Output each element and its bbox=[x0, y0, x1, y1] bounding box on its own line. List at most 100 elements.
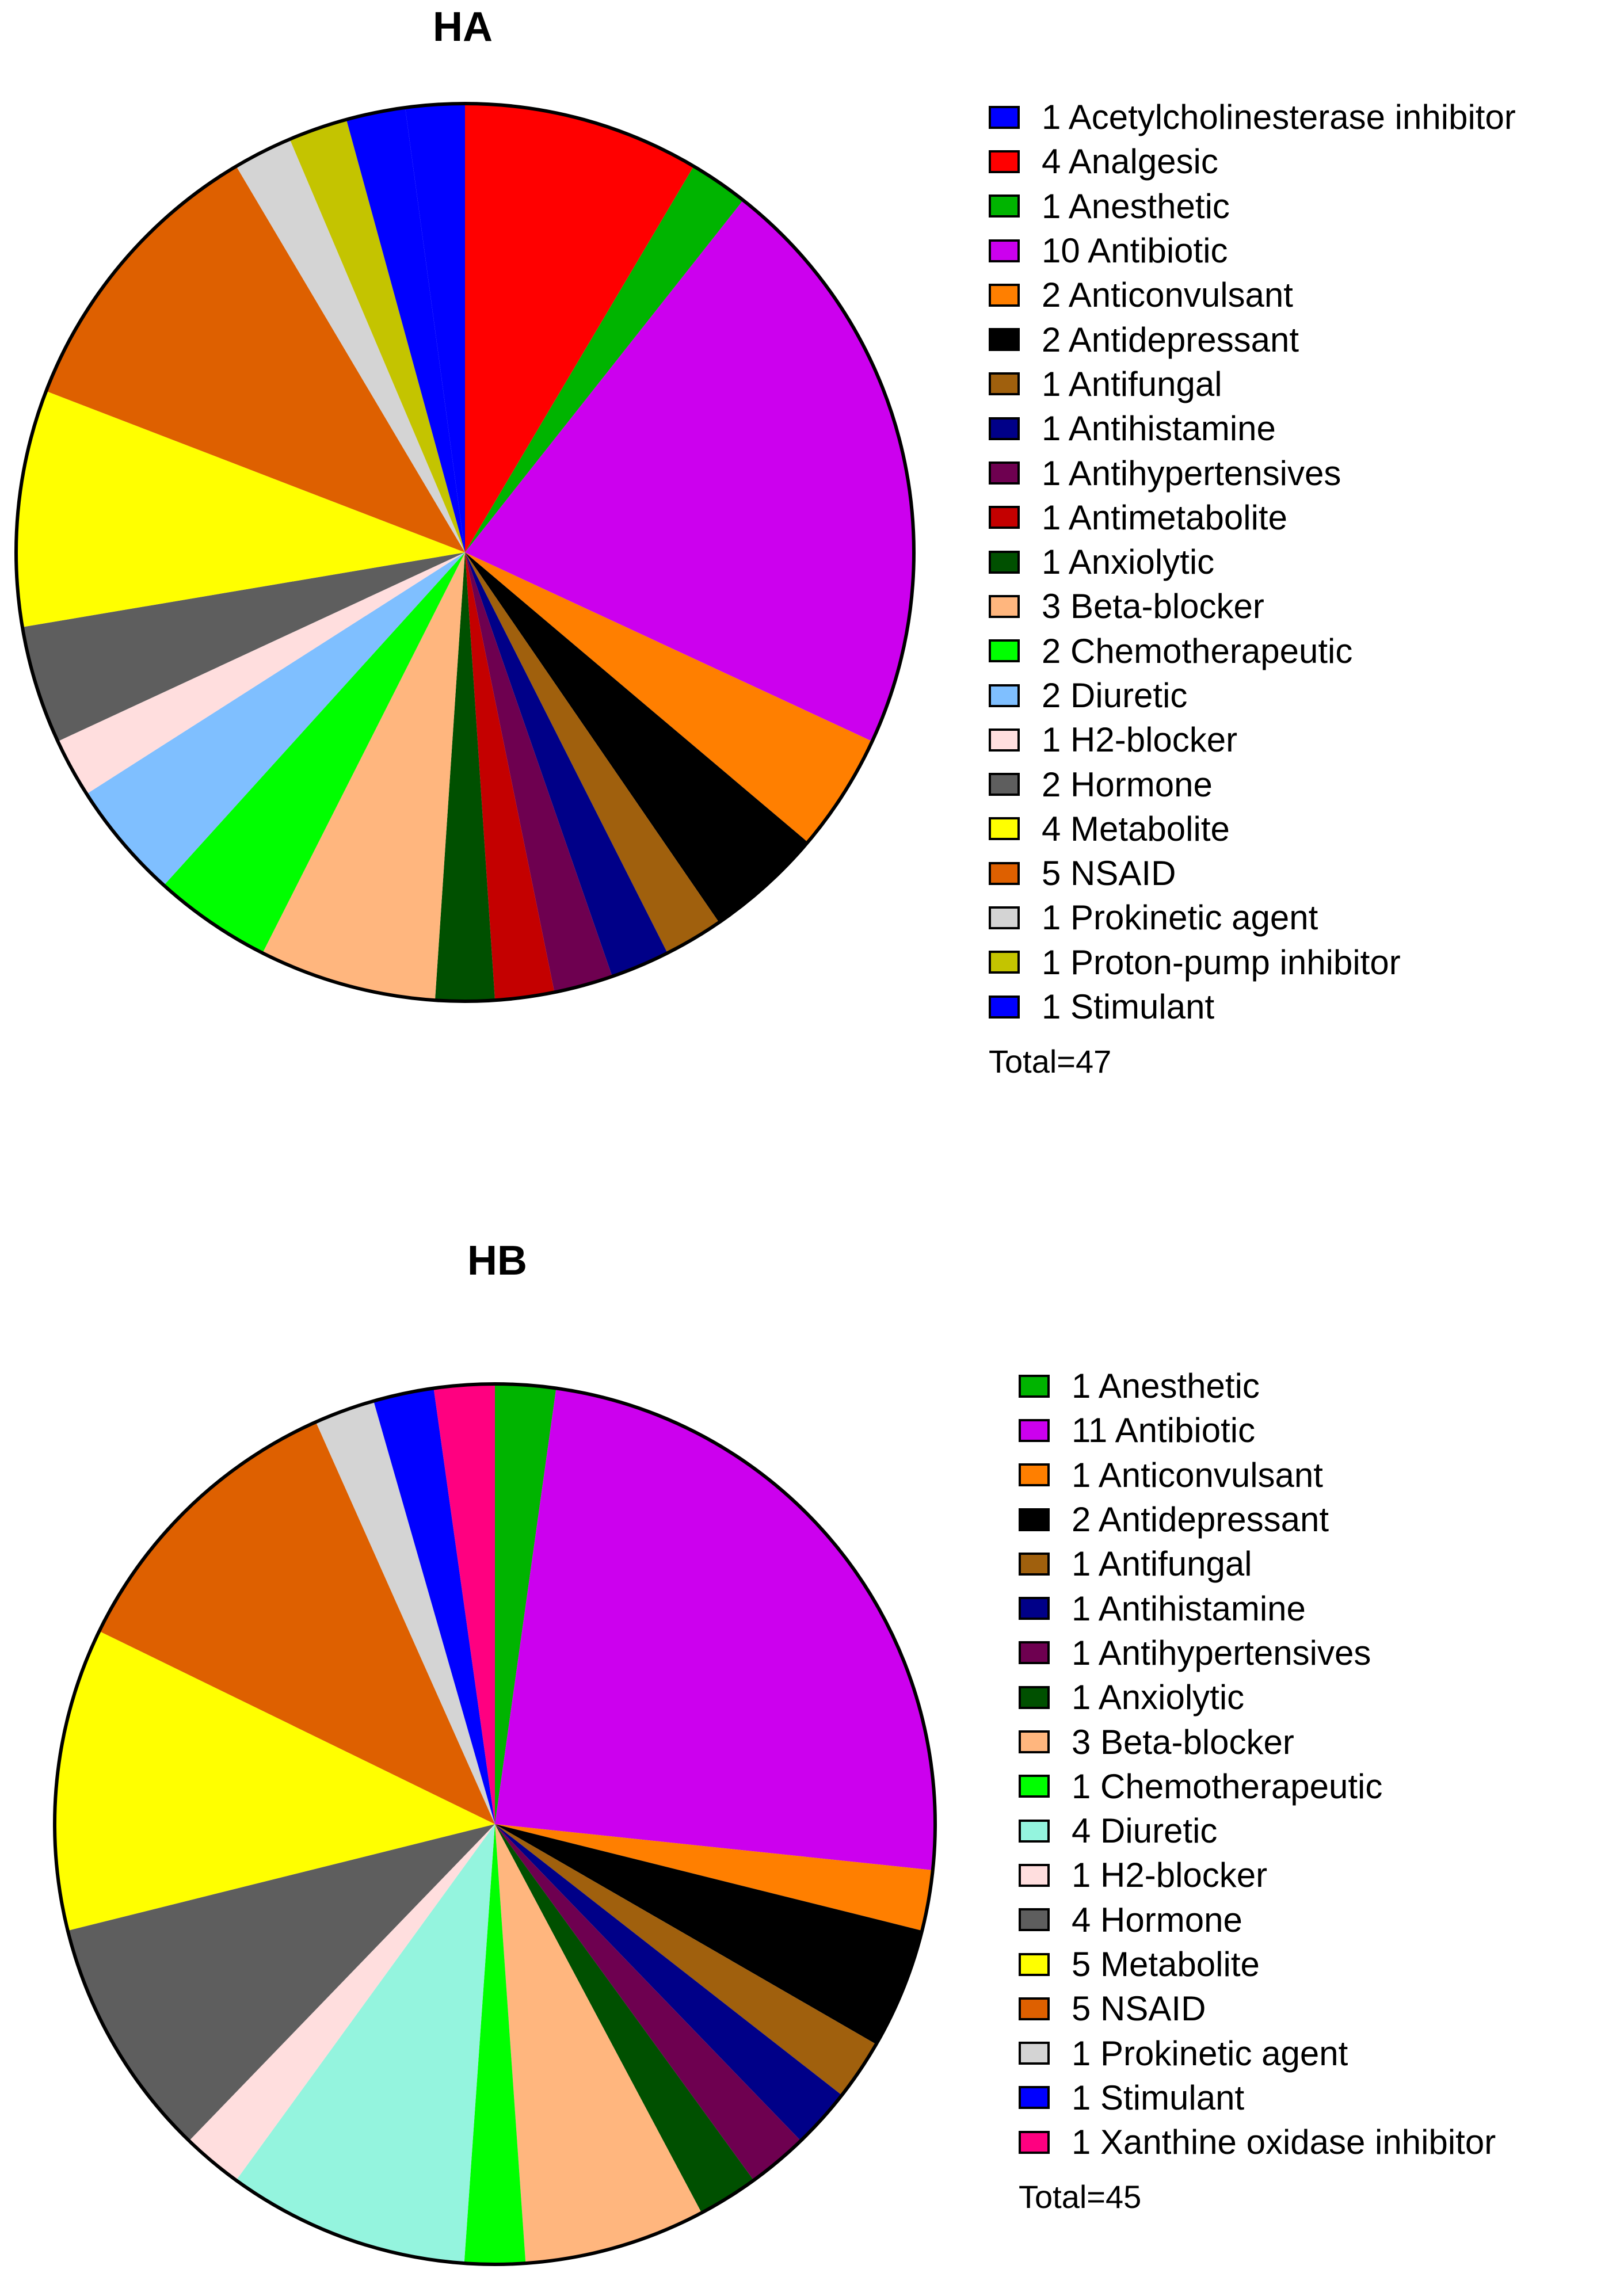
pie-slice-ha-1-acetylcholinesterase-inhibitor bbox=[346, 107, 465, 552]
legend-item-hb-1-antihypertensives: 1 Antihypertensives bbox=[1019, 1631, 1496, 1675]
pie-slice-ha-4-metabolite bbox=[16, 391, 466, 627]
legend-label: 2 Hormone bbox=[1042, 765, 1213, 804]
total-label-hb: Total=45 bbox=[1019, 2179, 1142, 2215]
pie-slice-ha-4-analgesic bbox=[464, 104, 694, 552]
pie-slice-ha-1-h2-blocker bbox=[58, 552, 465, 794]
pie-slice-ha-10-antibiotic bbox=[465, 200, 914, 742]
legend-label: 1 Xanthine oxidase inhibitor bbox=[1072, 2123, 1496, 2162]
legend-swatch bbox=[1019, 1463, 1050, 1487]
legend-label: 1 Stimulant bbox=[1072, 2078, 1245, 2117]
legend-item-ha-1-acetylcholinesterase-inhibitor: 1 Acetylcholinesterase inhibitor bbox=[989, 95, 1516, 139]
legend-label: 1 Stimulant bbox=[1042, 987, 1215, 1027]
legend-item-ha-5-nsaid: 5 NSAID bbox=[989, 851, 1516, 895]
pie-slice-hb-1-antihypertensives bbox=[495, 1824, 801, 2180]
pie-slice-hb-1-anticonvulsant bbox=[495, 1824, 933, 1931]
legend-swatch bbox=[989, 417, 1020, 440]
legend-label: 1 Antimetabolite bbox=[1042, 498, 1287, 537]
legend-label: 1 Anxiolytic bbox=[1072, 1678, 1245, 1717]
legend-item-hb-2-antidepressant: 2 Antidepressant bbox=[1019, 1497, 1496, 1542]
legend-swatch bbox=[989, 728, 1020, 752]
chart-panel-hb: HB 1 Anesthetic 11 Antibiotic 1 Anticonvul… bbox=[0, 1237, 1601, 2296]
legend-item-hb-4-diuretic: 4 Diuretic bbox=[1019, 1809, 1496, 1853]
pie-slice-hb-5-nsaid bbox=[99, 1422, 495, 1824]
legend-label: 3 Beta-blocker bbox=[1042, 587, 1264, 626]
legend-swatch bbox=[989, 684, 1020, 707]
legend-item-ha-3-beta-blocker: 3 Beta-blocker bbox=[989, 584, 1516, 628]
legend-label: 5 Metabolite bbox=[1072, 1945, 1260, 1984]
legend-swatch bbox=[989, 372, 1020, 396]
pie-slice-hb-1-prokinetic-agent bbox=[315, 1401, 495, 1824]
legend-label: 5 NSAID bbox=[1042, 854, 1176, 893]
legend-hb: 1 Anesthetic 11 Antibiotic 1 Anticonvulsan… bbox=[1019, 1364, 1496, 2215]
pie-slice-ha-1-antihypertensives bbox=[465, 552, 612, 993]
pie-slice-hb-1-h2-blocker bbox=[189, 1824, 495, 2180]
pie-slice-hb-1-stimulant bbox=[373, 1388, 495, 1824]
pie-slice-hb-11-antibiotic bbox=[495, 1388, 935, 1870]
legend-swatch bbox=[989, 239, 1020, 262]
pie-slice-ha-1-anxiolytic bbox=[434, 552, 495, 1002]
legend-swatch bbox=[989, 462, 1020, 485]
legend-item-hb-1-prokinetic-agent: 1 Prokinetic agent bbox=[1019, 2031, 1496, 2075]
legend-label: 10 Antibiotic bbox=[1042, 231, 1228, 270]
pie-slice-ha-2-chemotherapeutic bbox=[163, 552, 465, 954]
legend-label: 4 Metabolite bbox=[1042, 809, 1230, 848]
pie-slice-hb-5-metabolite bbox=[55, 1631, 495, 1931]
pie-outline-ha bbox=[14, 102, 916, 1003]
legend-swatch bbox=[989, 506, 1020, 529]
legend-label: 1 Acetylcholinesterase inhibitor bbox=[1042, 98, 1516, 137]
legend-label: 1 Antihypertensives bbox=[1072, 1633, 1371, 1672]
legend-ha: 1 Acetylcholinesterase inhibitor 4 Analge… bbox=[989, 95, 1516, 1080]
pie-slice-ha-1-antihistamine bbox=[465, 552, 668, 977]
legend-label: 1 Antifungal bbox=[1042, 364, 1222, 403]
legend-item-ha-1-antifungal: 1 Antifungal bbox=[989, 362, 1516, 406]
legend-item-hb-1-xanthine-oxidase-inhibitor: 1 Xanthine oxidase inhibitor bbox=[1019, 2120, 1496, 2164]
legend-label: 1 H2-blocker bbox=[1072, 1856, 1268, 1895]
pie-slice-ha-1-proton-pump-inhibitor bbox=[289, 119, 465, 552]
legend-item-hb-1-chemotherapeutic: 1 Chemotherapeutic bbox=[1019, 1764, 1496, 1809]
legend-item-hb-3-beta-blocker: 3 Beta-blocker bbox=[1019, 1719, 1496, 1764]
legend-swatch bbox=[1019, 1552, 1050, 1576]
legend-item-ha-1-antihistamine: 1 Antihistamine bbox=[989, 406, 1516, 451]
total-label-ha: Total=47 bbox=[989, 1043, 1112, 1080]
pie-slice-hb-1-xanthine-oxidase-inhibitor bbox=[433, 1384, 495, 1824]
legend-item-ha-10-antibiotic: 10 Antibiotic bbox=[989, 228, 1516, 273]
legend-item-ha-1-proton-pump-inhibitor: 1 Proton-pump inhibitor bbox=[989, 940, 1516, 985]
legend-swatch bbox=[1019, 1730, 1050, 1754]
legend-item-ha-1-antihypertensives: 1 Antihypertensives bbox=[989, 451, 1516, 495]
legend-label: 4 Hormone bbox=[1072, 1900, 1242, 1939]
legend-swatch bbox=[1019, 1952, 1050, 1976]
legend-item-hb-1-anticonvulsant: 1 Anticonvulsant bbox=[1019, 1453, 1496, 1497]
legend-swatch bbox=[989, 861, 1020, 885]
legend-item-hb-1-antifungal: 1 Antifungal bbox=[1019, 1542, 1496, 1586]
pie-slice-ha-3-beta-blocker bbox=[262, 552, 465, 1001]
legend-label: 2 Anticonvulsant bbox=[1042, 276, 1293, 315]
legend-swatch bbox=[1019, 1374, 1050, 1398]
pie-slice-ha-1-antimetabolite bbox=[465, 552, 555, 1001]
legend-item-hb-5-metabolite: 5 Metabolite bbox=[1019, 1942, 1496, 1986]
legend-item-hb-1-anxiolytic: 1 Anxiolytic bbox=[1019, 1675, 1496, 1719]
pie-chart-ha bbox=[14, 102, 916, 1003]
legend-item-ha-2-diuretic: 2 Diuretic bbox=[989, 673, 1516, 718]
legend-label: 1 Anticonvulsant bbox=[1072, 1455, 1323, 1494]
legend-swatch bbox=[989, 283, 1020, 307]
legend-label: 4 Analgesic bbox=[1042, 142, 1218, 181]
legend-label: 1 Antihypertensives bbox=[1042, 453, 1341, 493]
pie-slice-ha-2-anticonvulsant bbox=[465, 552, 872, 842]
pie-slice-hb-4-hormone bbox=[67, 1824, 495, 2141]
pie-slice-hb-4-diuretic bbox=[236, 1824, 495, 2264]
legend-label: 1 Chemotherapeutic bbox=[1072, 1767, 1383, 1806]
legend-swatch bbox=[1019, 1597, 1050, 1620]
legend-label: 1 Anesthetic bbox=[1042, 186, 1230, 226]
pie-slice-ha-1-anesthetic bbox=[465, 166, 744, 553]
legend-label: 2 Diuretic bbox=[1042, 676, 1188, 715]
legend-swatch bbox=[989, 550, 1020, 574]
legend-label: 1 Prokinetic agent bbox=[1042, 898, 1318, 937]
legend-item-hb-1-h2-blocker: 1 H2-blocker bbox=[1019, 1853, 1496, 1897]
legend-item-ha-1-anesthetic: 1 Anesthetic bbox=[989, 184, 1516, 228]
legend-item-hb-1-anesthetic: 1 Anesthetic bbox=[1019, 1364, 1496, 1408]
legend-swatch bbox=[1019, 1863, 1050, 1887]
pie-slice-hb-1-chemotherapeutic bbox=[464, 1824, 526, 2264]
legend-label: 2 Chemotherapeutic bbox=[1042, 631, 1353, 670]
pie-chart-hb bbox=[53, 1382, 937, 2266]
legend-swatch bbox=[1019, 1418, 1050, 1442]
